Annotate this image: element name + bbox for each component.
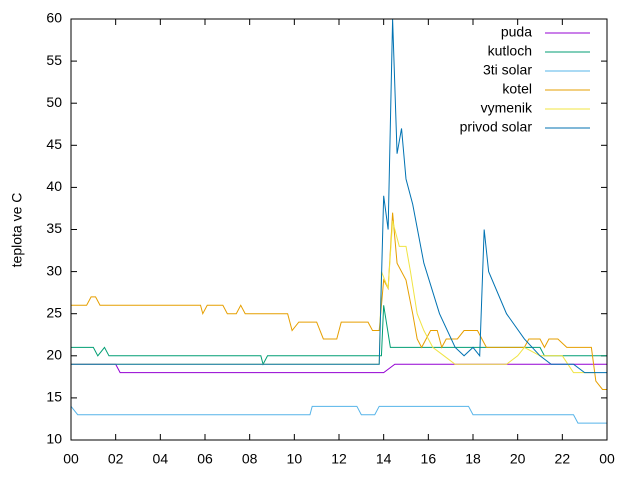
x-tick-label: 02 [108, 451, 124, 467]
series-line [71, 18, 607, 374]
x-tick-label: 04 [153, 451, 169, 467]
y-tick-label: 15 [46, 389, 62, 405]
legend-label: kutloch [488, 43, 532, 59]
legend-label: puda [501, 24, 532, 40]
x-tick-label: 14 [376, 451, 392, 467]
y-tick-label: 55 [46, 52, 62, 68]
x-tick-label: 18 [465, 451, 481, 467]
legend-label: privod solar [460, 119, 533, 135]
x-tick-label: 22 [555, 451, 571, 467]
y-tick-label: 40 [46, 178, 62, 194]
legend-label: kotel [502, 81, 532, 97]
y-tick-label: 50 [46, 94, 62, 110]
plot-border [70, 18, 608, 441]
series-line [71, 363, 607, 374]
x-tick-label: 00 [599, 451, 615, 467]
legend-label: vymenik [481, 100, 533, 116]
y-axis-label: teplota ve C [9, 193, 25, 268]
series-line [71, 212, 607, 390]
series-line [71, 220, 596, 374]
y-tick-label: 20 [46, 347, 62, 363]
series-line [71, 305, 607, 366]
y-tick-label: 10 [46, 431, 62, 447]
x-tick-label: 20 [510, 451, 526, 467]
x-tick-label: 16 [421, 451, 437, 467]
x-tick-label: 12 [331, 451, 347, 467]
x-tick-label: 00 [63, 451, 79, 467]
legend-label: 3ti solar [483, 62, 532, 78]
y-tick-label: 60 [46, 10, 62, 26]
y-tick-label: 35 [46, 220, 62, 236]
y-tick-label: 45 [46, 136, 62, 152]
y-tick-label: 25 [46, 304, 62, 320]
x-tick-label: 08 [242, 451, 258, 467]
y-tick-label: 30 [46, 262, 62, 278]
x-tick-label: 10 [287, 451, 303, 467]
series-line [70, 405, 607, 424]
x-tick-label: 06 [197, 451, 213, 467]
